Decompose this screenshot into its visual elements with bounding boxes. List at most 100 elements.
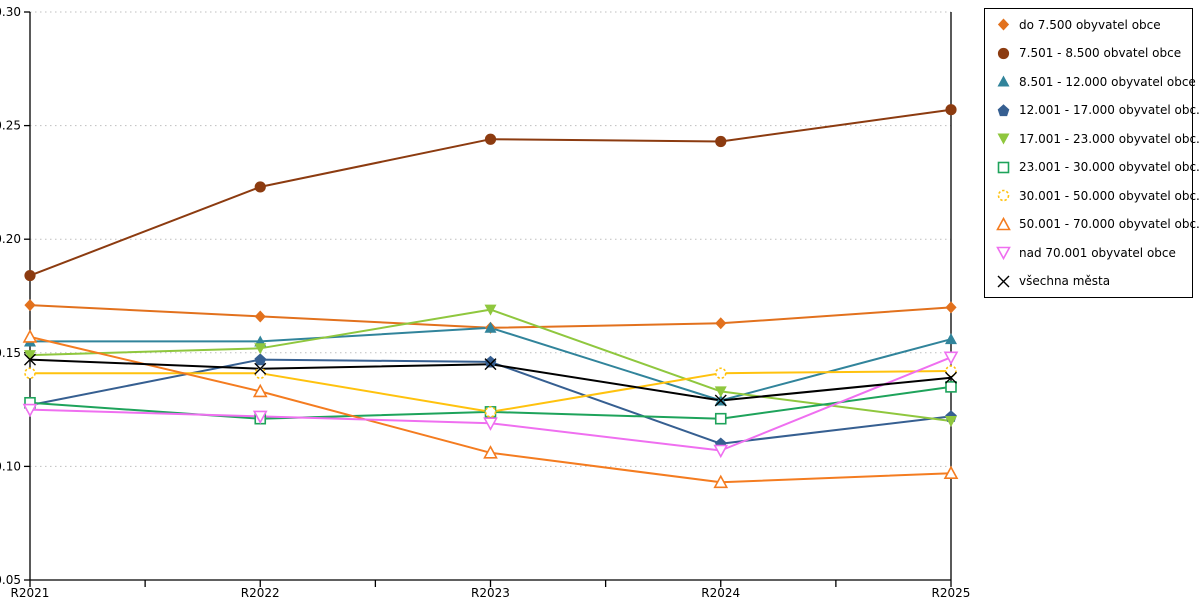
x-marker-icon xyxy=(997,275,1010,288)
triangle-down-marker-icon xyxy=(945,415,957,427)
legend-marker xyxy=(997,75,1010,87)
series-markers-nad-70-001-obyvatel-obce xyxy=(22,351,959,459)
series-markers-50-001-70-000-obyvatel-obc xyxy=(22,329,959,489)
legend-label: 50.001 - 70.000 obyvatel obc... xyxy=(1019,217,1200,232)
legend-label: 23.001 - 30.000 obyvatel obc... xyxy=(1019,160,1200,175)
circle-marker-icon xyxy=(945,104,957,116)
diamond-marker-icon xyxy=(997,18,1010,31)
legend-label: nad 70.001 obyvatel obce xyxy=(1019,245,1176,260)
legend-label: do 7.500 obyvatel obce xyxy=(1019,17,1161,32)
legend-item-23-001-30-000-obyvatel-obc: 23.001 - 30.000 obyvatel obc... xyxy=(995,159,1200,176)
x-marker-icon xyxy=(24,353,36,366)
legend-item-30-001-50-000-obyvatel-obc: 30.001 - 50.000 obyvatel obc... xyxy=(995,187,1200,204)
legend-label: 30.001 - 50.000 obyvatel obc... xyxy=(1019,188,1200,203)
x-tick-label: R2025 xyxy=(932,586,971,600)
y-tick-label: 0.25 xyxy=(0,119,21,133)
triangle-down-open-marker-icon xyxy=(943,351,959,366)
legend-marker xyxy=(997,275,1010,288)
triangle-up-open-marker-icon xyxy=(252,383,268,398)
triangle-up-open-marker-icon xyxy=(713,474,729,489)
x-tick-label: R2021 xyxy=(11,586,50,600)
triangle-up-open-marker-icon xyxy=(22,329,38,343)
circle-marker-icon xyxy=(254,181,266,193)
series-markers-30-001-50-000-obyvatel-obc xyxy=(24,365,957,418)
triangle-up-marker-icon xyxy=(997,75,1010,87)
legend-label: 8.501 - 12.000 obyvatel obce xyxy=(1019,74,1196,89)
circle-dashed-marker-icon xyxy=(484,406,497,418)
legend-item-7-501-8-500-obvatel-obce: 7.501 - 8.500 obvatel obce xyxy=(995,45,1188,62)
diamond-marker-icon xyxy=(254,310,266,323)
circle-marker-icon xyxy=(715,135,727,148)
legend-label: 12.001 - 17.000 obyvatel obc... xyxy=(1019,103,1200,118)
diamond-marker-icon xyxy=(945,301,957,314)
legend-item-12-001-17-000-obyvatel-obc: 12.001 - 17.000 obyvatel obc... xyxy=(995,102,1200,119)
triangle-down-marker-icon xyxy=(997,133,1010,145)
legend-label: 17.001 - 23.000 obyvatel obc... xyxy=(1019,131,1200,146)
triangle-down-open-marker-icon xyxy=(713,444,729,459)
x-tick-label: R2022 xyxy=(241,586,280,600)
circle-dashed-marker-icon xyxy=(714,367,727,380)
triangle-up-marker-icon xyxy=(484,321,497,333)
legend-marker xyxy=(997,133,1010,145)
legend-marker xyxy=(997,161,1010,174)
square-open-marker-icon xyxy=(997,161,1010,174)
legend-marker xyxy=(996,216,1011,231)
y-tick-label: 0.30 xyxy=(0,5,21,19)
circle-dashed-marker-icon xyxy=(997,189,1010,202)
diamond-marker-icon xyxy=(715,317,727,330)
legend-label: všechna města xyxy=(1019,274,1111,289)
pentagon-marker-icon xyxy=(484,355,497,368)
triangle-down-open-marker-icon xyxy=(996,247,1011,261)
legend-marker xyxy=(996,247,1011,261)
legend-item-do-7-500-obyvatel-obce: do 7.500 obyvatel obce xyxy=(995,16,1188,33)
x-marker-icon xyxy=(714,394,727,407)
pentagon-marker-icon xyxy=(997,103,1010,116)
triangle-down-marker-icon xyxy=(24,350,36,362)
circle-marker-icon xyxy=(24,269,36,282)
triangle-up-open-marker-icon xyxy=(483,445,498,459)
circle-dashed-marker-icon xyxy=(24,367,36,380)
triangle-down-open-marker-icon xyxy=(22,403,38,418)
square-open-marker-icon xyxy=(714,412,727,425)
legend-item-50-001-70-000-obyvatel-obc: 50.001 - 70.000 obyvatel obc... xyxy=(995,216,1200,233)
triangle-up-open-marker-icon xyxy=(943,465,959,480)
triangle-down-marker-icon xyxy=(484,304,497,316)
legend-marker xyxy=(997,18,1010,31)
legend: do 7.500 obyvatel obce 7.501 - 8.500 obva… xyxy=(984,8,1200,298)
legend-item-nad-70-001-obyvatel-obce: nad 70.001 obyvatel obce xyxy=(995,244,1188,261)
x-tick-label: R2023 xyxy=(471,586,510,600)
triangle-down-marker-icon xyxy=(254,343,267,355)
x-tick-label: R2024 xyxy=(701,586,740,600)
square-open-marker-icon xyxy=(945,381,957,393)
circle-dashed-marker-icon xyxy=(945,365,957,377)
legend-item-v-echna-m-sta: všechna města xyxy=(995,273,1188,290)
x-marker-icon xyxy=(484,358,497,371)
x-marker-icon xyxy=(254,362,267,375)
legend-item-17-001-23-000-obyvatel-obc: 17.001 - 23.000 obyvatel obc... xyxy=(995,130,1200,147)
legend-marker xyxy=(997,189,1010,202)
triangle-down-marker-icon xyxy=(714,386,727,398)
series-markers-17-001-23-000-obyvatel-obc xyxy=(24,304,957,427)
circle-dashed-marker-icon xyxy=(254,367,267,380)
triangle-up-open-marker-icon xyxy=(996,216,1011,231)
x-marker-icon xyxy=(945,371,957,384)
y-tick-label: 0.15 xyxy=(0,346,21,360)
diamond-marker-icon xyxy=(24,299,36,312)
pentagon-marker-icon xyxy=(254,353,267,366)
series-markers-7-501-8-500-obvatel-obce xyxy=(24,104,957,282)
legend-marker xyxy=(997,103,1010,116)
y-tick-label: 0.05 xyxy=(0,573,21,587)
triangle-up-marker-icon xyxy=(945,333,957,345)
legend-label: 7.501 - 8.500 obvatel obce xyxy=(1019,46,1182,61)
y-tick-label: 0.20 xyxy=(0,232,21,246)
legend-marker xyxy=(997,47,1010,59)
triangle-down-open-marker-icon xyxy=(252,410,268,425)
legend-item-8-501-12-000-obyvatel-obce: 8.501 - 12.000 obyvatel obce xyxy=(995,73,1196,90)
series-markers-v-echna-m-sta xyxy=(24,353,957,407)
circle-marker-icon xyxy=(484,133,497,145)
triangle-down-open-marker-icon xyxy=(483,417,498,431)
circle-marker-icon xyxy=(997,47,1010,59)
y-tick-label: 0.10 xyxy=(0,459,21,473)
